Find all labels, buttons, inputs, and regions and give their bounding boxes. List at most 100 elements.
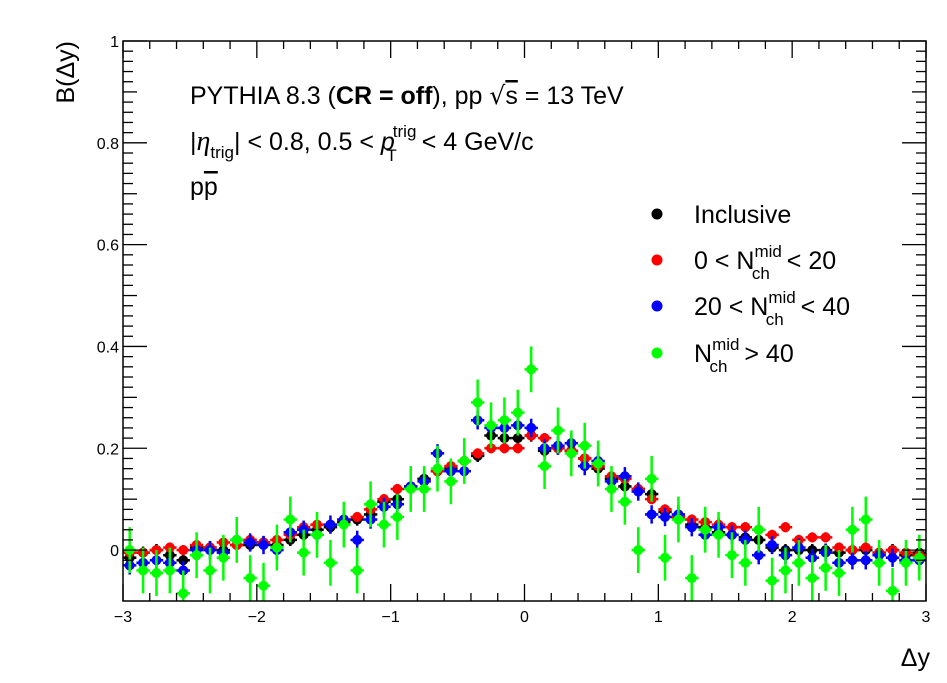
data-point: [726, 550, 737, 561]
data-point: [740, 557, 751, 568]
legend-sub: ch: [752, 264, 770, 283]
data-point: [914, 552, 925, 563]
x-tick-label: −2: [248, 609, 266, 626]
legend-marker: [651, 208, 663, 220]
annotation-part: = 13 TeV: [518, 82, 624, 110]
data-point: [673, 514, 684, 525]
pt-subscript: T: [386, 146, 396, 165]
data-point: [419, 484, 430, 494]
data-point: [298, 547, 309, 558]
eta-bar: |: [190, 128, 197, 156]
data-point: [900, 557, 911, 568]
data-point: [472, 448, 483, 459]
data-point: [285, 514, 296, 525]
data-point: [740, 522, 751, 533]
x-tick-label: 3: [922, 609, 931, 626]
data-point: [312, 529, 323, 540]
eta-symbol: η: [197, 126, 211, 157]
y-tick-label: 0.4: [97, 339, 119, 356]
data-point: [352, 512, 363, 522]
data-point: [887, 552, 898, 563]
plot-frame: [122, 40, 927, 602]
data-point: [767, 575, 778, 586]
data-point: [686, 522, 697, 533]
x-tick-label: 0: [520, 609, 529, 626]
data-point: [231, 534, 242, 545]
legend-label: Inclusive: [694, 201, 791, 229]
data-point: [753, 524, 764, 535]
legend-suffix: < 20: [780, 247, 836, 275]
data-point: [887, 585, 898, 596]
legend-suffix: < 40: [794, 293, 850, 321]
data-point: [780, 522, 791, 533]
data-point: [793, 557, 804, 568]
legend-prefix: N: [694, 340, 712, 368]
data-point: [847, 555, 858, 566]
data-point: [325, 557, 336, 568]
data-point: [579, 440, 590, 451]
data-point: [874, 557, 885, 568]
legend-entry-mid-mult: 20 < Nmid ch < 40: [651, 288, 850, 329]
data-point: [713, 529, 724, 540]
data-point: [499, 415, 510, 426]
data-point: [218, 552, 229, 563]
y-tick-label: 0: [110, 543, 119, 560]
data-point: [633, 486, 644, 497]
data-point: [178, 545, 189, 556]
annotation-part: ), pp: [432, 82, 489, 110]
sqrt-s: s: [505, 82, 518, 110]
data-point: [245, 537, 256, 548]
data-point: [365, 499, 376, 510]
data-point: [686, 573, 697, 584]
data-markers: [123, 346, 926, 601]
legend: Inclusive 0 < Nmid ch < 20 20 < Nmid ch < …: [651, 201, 850, 376]
data-point: [820, 532, 831, 543]
y-tick-label: 0.8: [97, 136, 119, 153]
annotation-generator-line: PYTHIA 8.3 (CR = off), pp √s = 13 TeV: [190, 81, 624, 110]
x-tick-label: −3: [114, 609, 132, 626]
data-point: [164, 565, 175, 576]
data-point: [753, 550, 764, 561]
x-tick-label: −1: [382, 609, 400, 626]
data-point: [378, 519, 389, 530]
data-point: [512, 407, 523, 418]
y-tick-label: 1: [110, 34, 119, 51]
data-point: [633, 545, 644, 556]
annotation-part: PYTHIA 8.3 (: [190, 82, 337, 110]
data-point: [660, 552, 671, 563]
legend-entry-low-mult: 0 < Nmid ch < 20: [651, 242, 836, 283]
y-tick-label: 0.2: [97, 441, 119, 458]
pt-superscript: trig: [393, 122, 417, 141]
data-point: [834, 542, 845, 553]
legend-prefix: 0 < N: [694, 247, 754, 275]
data-point: [499, 443, 510, 454]
data-point: [780, 565, 791, 576]
data-point: [646, 473, 657, 484]
annotation-cuts-line: |ηtrig| < 0.8, 0.5 < ptrig T < 4 GeV/c: [190, 122, 534, 165]
legend-sub: ch: [709, 357, 727, 376]
data-point: [526, 422, 537, 433]
data-point: [847, 524, 858, 535]
x-tick-label: 2: [788, 609, 797, 626]
data-point: [619, 496, 630, 507]
data-point: [700, 524, 711, 535]
data-point: [860, 555, 871, 566]
x-tick-labels: −3 −2 −1 0 1 2 3: [114, 609, 931, 626]
data-point: [552, 425, 563, 436]
annotation-bold: CR = off: [336, 82, 433, 110]
y-axis-label: B(Δy): [52, 41, 80, 104]
data-point: [539, 461, 550, 472]
data-point: [539, 433, 550, 444]
data-point: [459, 456, 470, 466]
eta-subscript: trig: [210, 143, 234, 162]
data-point: [352, 534, 363, 545]
data-point: [151, 568, 162, 578]
data-point: [767, 529, 778, 540]
data-point: [606, 484, 617, 494]
data-point: [593, 458, 604, 469]
data-point: [392, 512, 403, 522]
y-tick-label: 0.6: [97, 238, 119, 255]
legend-suffix: > 40: [737, 340, 793, 368]
data-point: [767, 540, 778, 550]
